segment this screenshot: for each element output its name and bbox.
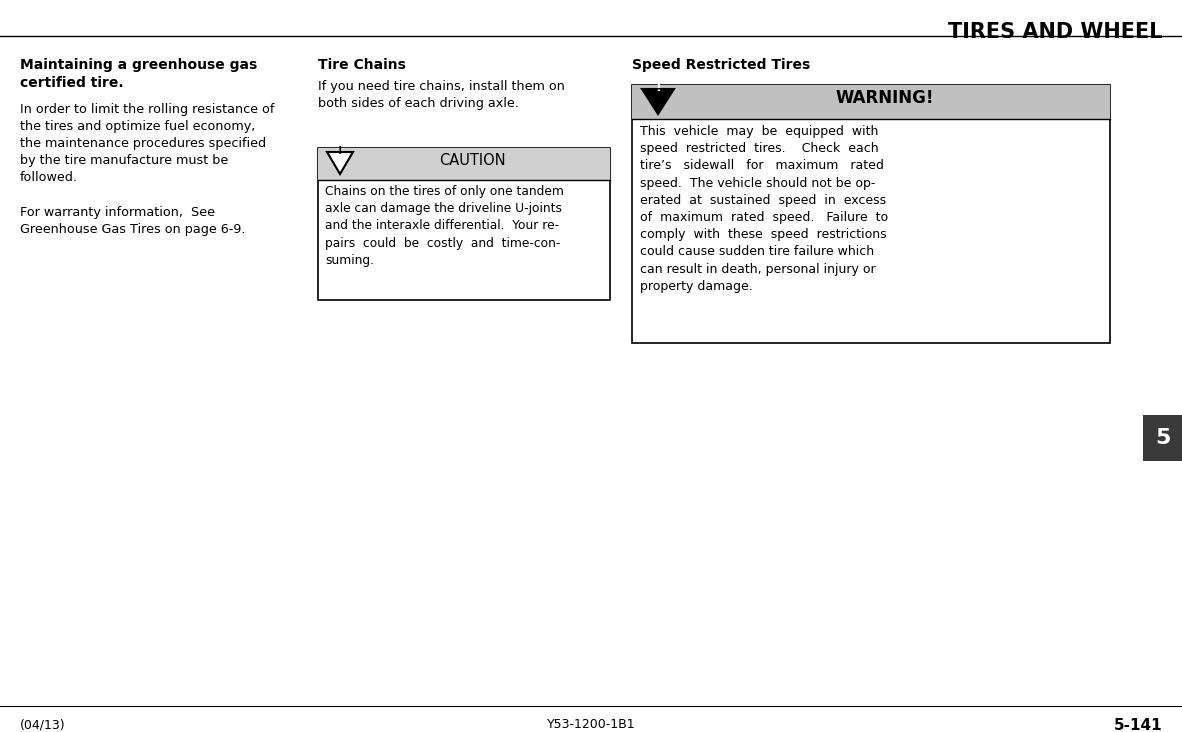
Text: Tire Chains: Tire Chains	[318, 58, 405, 72]
Text: This  vehicle  may  be  equipped  with
speed  restricted  tires.    Check  each
: This vehicle may be equipped with speed …	[639, 125, 888, 293]
Bar	[318, 148, 610, 180]
Text: Y53-1200-1B1: Y53-1200-1B1	[547, 718, 635, 731]
Text: For warranty information,  See
Greenhouse Gas Tires on page 6-9.: For warranty information, See Greenhouse…	[20, 206, 246, 236]
Text: 5: 5	[1155, 428, 1170, 448]
Text: WARNING!: WARNING!	[836, 89, 934, 107]
Bar	[632, 85, 1110, 119]
Text: CAUTION: CAUTION	[439, 153, 506, 168]
Polygon shape	[642, 89, 674, 114]
Bar	[318, 148, 610, 300]
Text: Speed Restricted Tires: Speed Restricted Tires	[632, 58, 810, 72]
Text: 5-141: 5-141	[1113, 718, 1162, 732]
Text: Chains on the tires of only one tandem
axle can damage the driveline U-joints
an: Chains on the tires of only one tandem a…	[325, 185, 564, 266]
Polygon shape	[327, 152, 353, 174]
Text: Maintaining a greenhouse gas
certified tire.: Maintaining a greenhouse gas certified t…	[20, 58, 258, 90]
Text: (04/13): (04/13)	[20, 718, 66, 731]
Text: !: !	[655, 81, 661, 94]
Text: In order to limit the rolling resistance of
the tires and optimize fuel economy,: In order to limit the rolling resistance…	[20, 103, 274, 184]
Text: !: !	[338, 146, 343, 156]
Text: TIRES AND WHEEL: TIRES AND WHEEL	[948, 22, 1162, 42]
Text: If you need tire chains, install them on
both sides of each driving axle.: If you need tire chains, install them on…	[318, 80, 565, 110]
Bar	[632, 85, 1110, 343]
Bar	[1143, 415, 1182, 461]
